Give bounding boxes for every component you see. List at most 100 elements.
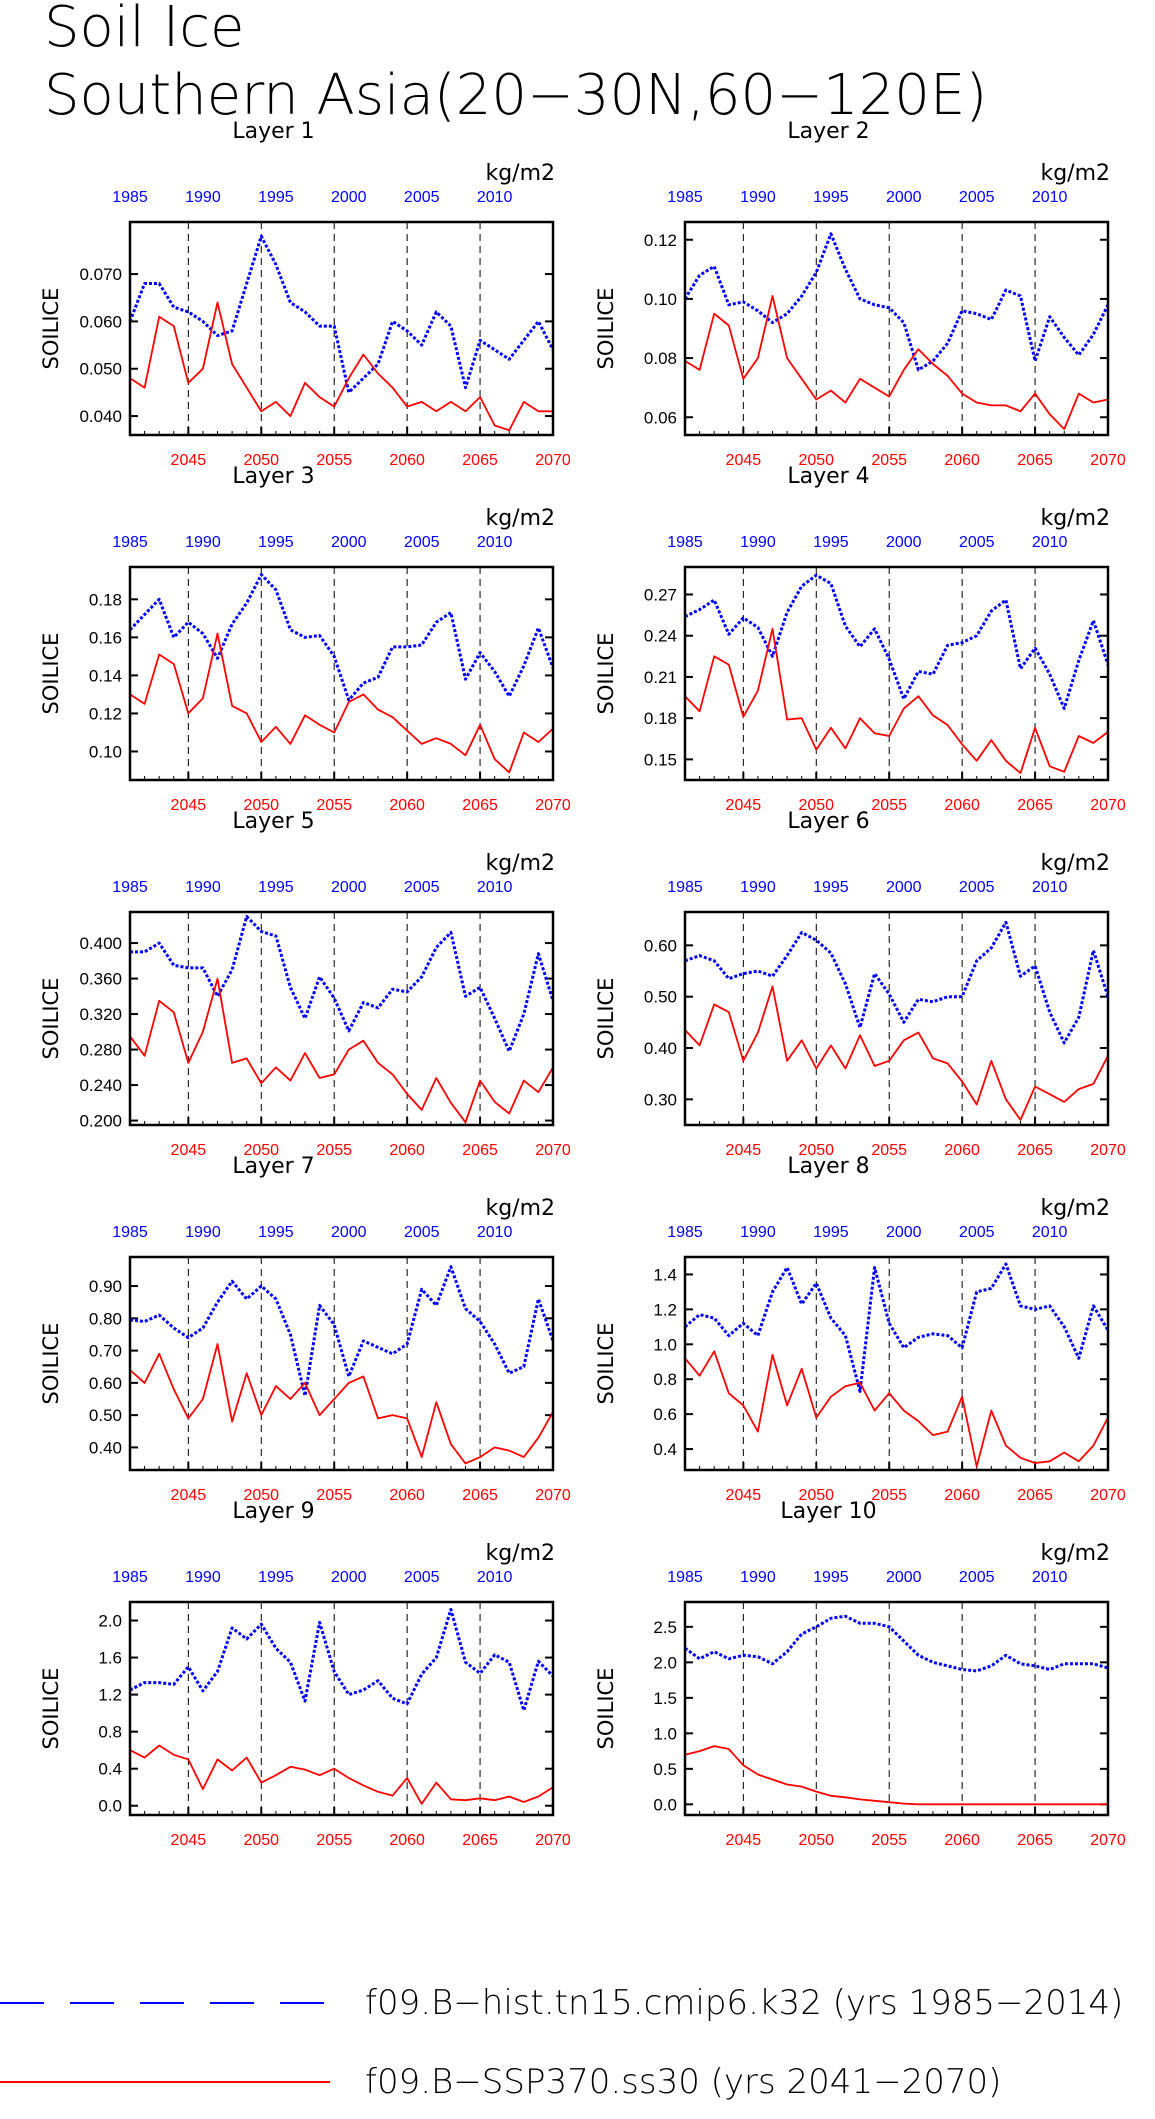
legend-hist-label: f09.B−hist.tn15.cmip6.k32 (yrs 1985−2014… — [365, 1983, 1123, 2023]
x-tick-label-top: 2000 — [886, 1569, 922, 1586]
x-tick-label-top: 2005 — [959, 534, 995, 551]
y-tick-label: 1.6 — [98, 1649, 122, 1668]
panel-title: Layer 10 — [780, 1499, 876, 1524]
x-tick-label-top: 2010 — [477, 1569, 513, 1586]
panel-layer-8: Layer 8 kg/m2 SOILICE 2045 2050 2055 2060 2065 2… — [594, 1154, 1126, 1504]
plot-frame — [683, 1255, 1110, 1472]
x-tick-label-bottom: 2045 — [726, 797, 762, 814]
x-tick-label-bottom: 2045 — [726, 1487, 762, 1504]
x-tick-label-top: 1995 — [258, 534, 294, 551]
series-line-ssp370 — [129, 1744, 554, 1805]
x-tick-label-top: 2010 — [477, 534, 513, 551]
x-tick-label-bottom: 2060 — [389, 452, 425, 469]
x-tick-label-bottom: 2070 — [1090, 1832, 1126, 1849]
x-tick-label-bottom: 2070 — [535, 797, 571, 814]
x-tick-label-bottom: 2050 — [243, 1832, 279, 1849]
x-tick-label-top: 2005 — [959, 1224, 995, 1241]
y-tick-label: 0.10 — [89, 742, 122, 761]
x-tick-label-bottom: 2065 — [462, 1142, 498, 1159]
y-tick-label: 1.2 — [653, 1300, 677, 1319]
y-tick-label: 0.40 — [644, 1039, 677, 1058]
series-line-hist — [683, 232, 1110, 372]
x-tick-label-top: 2005 — [404, 534, 440, 551]
x-tick-label-top: 1995 — [258, 189, 294, 206]
plot-frame — [683, 565, 1110, 782]
panel-grid: Layer 1 kg/m2 SOILICE 2045 2050 2055 2060 2065 2… — [39, 119, 1126, 1849]
series-line-hist — [684, 1262, 1110, 1393]
x-tick-label-bottom: 2055 — [316, 797, 352, 814]
x-tick-label-bottom: 2050 — [243, 1487, 279, 1504]
y-tick-label: 0.40 — [89, 1438, 122, 1457]
y-tick-label: 1.0 — [653, 1724, 677, 1743]
panel-layer-6: Layer 6 kg/m2 SOILICE 2045 2050 2055 2060 2065 2… — [594, 809, 1126, 1159]
x-tick-label-bottom: 2065 — [1017, 1142, 1053, 1159]
x-tick-label-top: 2010 — [1032, 1224, 1068, 1241]
x-tick-label-bottom: 2045 — [726, 1832, 762, 1849]
y-tick-label: 0.70 — [89, 1342, 122, 1361]
y-tick-label: 0.280 — [79, 1041, 122, 1060]
units-label: kg/m2 — [1040, 161, 1110, 186]
x-tick-label-top: 2005 — [404, 1224, 440, 1241]
series-line-ssp370 — [684, 1745, 1108, 1806]
x-tick-label-top: 2005 — [959, 879, 995, 896]
x-tick-label-top: 2005 — [959, 1569, 995, 1586]
panel-title: Layer 7 — [232, 1154, 314, 1179]
x-tick-label-bottom: 2050 — [798, 1142, 834, 1159]
panel-title: Layer 6 — [787, 809, 869, 834]
x-tick-label-top: 2000 — [331, 189, 367, 206]
x-tick-label-top: 2000 — [886, 189, 922, 206]
x-tick-label-bottom: 2060 — [389, 797, 425, 814]
x-tick-label-top: 1985 — [112, 1224, 148, 1241]
x-tick-label-bottom: 2045 — [171, 452, 207, 469]
x-tick-label-top: 2000 — [331, 1569, 367, 1586]
x-tick-label-top: 2005 — [404, 1569, 440, 1586]
x-tick-label-bottom: 2050 — [243, 452, 279, 469]
units-label: kg/m2 — [1040, 1541, 1110, 1566]
x-tick-label-bottom: 2055 — [316, 1487, 352, 1504]
figure-title-line-1: Soil Ice — [44, 0, 244, 60]
x-tick-label-top: 1990 — [740, 1224, 776, 1241]
y-tick-label: 0.12 — [89, 704, 122, 723]
x-tick-label-top: 1995 — [813, 534, 849, 551]
plot-frame — [128, 910, 555, 1127]
x-tick-label-bottom: 2070 — [1090, 1487, 1126, 1504]
plot-frame — [683, 910, 1110, 1127]
y-axis-label: SOILICE — [594, 1323, 618, 1405]
y-axis-label: SOILICE — [594, 1668, 618, 1750]
y-tick-label: 0.60 — [644, 936, 677, 955]
x-tick-label-bottom: 2045 — [726, 452, 762, 469]
x-tick-label-bottom: 2055 — [871, 1832, 907, 1849]
x-tick-label-bottom: 2050 — [243, 1142, 279, 1159]
legend-future-label: f09.B−SSP370.ss30 (yrs 2041−2070) — [365, 2062, 1001, 2102]
y-axis-label: SOILICE — [594, 288, 618, 370]
panel-layer-1: Layer 1 kg/m2 SOILICE 2045 2050 2055 2060 2065 2… — [39, 119, 571, 469]
panel-layer-3: Layer 3 kg/m2 SOILICE 2045 2050 2055 2060 2065 2… — [39, 464, 571, 814]
x-tick-label-bottom: 2070 — [535, 1142, 571, 1159]
x-tick-label-top: 1985 — [667, 1224, 703, 1241]
units-label: kg/m2 — [485, 506, 555, 531]
x-tick-label-top: 1990 — [740, 534, 776, 551]
y-tick-label: 0.320 — [79, 1005, 122, 1024]
x-tick-label-bottom: 2050 — [243, 797, 279, 814]
x-tick-label-bottom: 2060 — [944, 1142, 980, 1159]
x-tick-label-top: 1995 — [813, 189, 849, 206]
y-tick-label: 0.6 — [653, 1405, 677, 1424]
x-tick-label-top: 1995 — [258, 1224, 294, 1241]
x-tick-label-bottom: 2055 — [316, 452, 352, 469]
y-tick-label: 2.5 — [653, 1618, 677, 1637]
series-line-hist — [684, 1614, 1109, 1673]
units-label: kg/m2 — [1040, 851, 1110, 876]
y-axis-label: SOILICE — [39, 1668, 63, 1750]
units-label: kg/m2 — [485, 851, 555, 876]
x-tick-label-top: 2000 — [331, 879, 367, 896]
x-tick-label-top: 1990 — [740, 879, 776, 896]
x-tick-label-bottom: 2055 — [316, 1832, 352, 1849]
y-tick-label: 0.8 — [653, 1370, 677, 1389]
y-tick-label: 0.0 — [653, 1795, 677, 1814]
y-tick-label: 0.21 — [644, 668, 677, 687]
x-tick-label-top: 1990 — [185, 879, 221, 896]
x-tick-label-bottom: 2050 — [798, 452, 834, 469]
series-line-hist — [128, 234, 555, 394]
plot-frame — [128, 1600, 555, 1817]
